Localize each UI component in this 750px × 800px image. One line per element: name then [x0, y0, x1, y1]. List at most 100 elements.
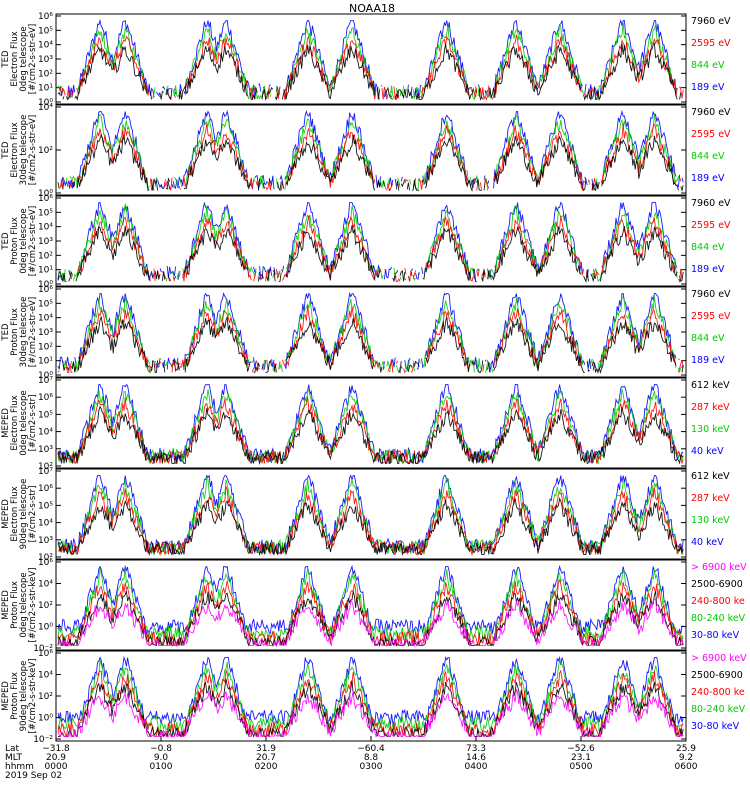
y-tick-label: 10⁴ [38, 103, 53, 113]
y-axis-label: MEPED Proton Flux 90deg telescope [#/cm2-s-… [1, 659, 38, 734]
legend-entry: 40 keV [691, 537, 724, 548]
y-axis-label-line: 0deg telescope [19, 26, 29, 91]
y-tick-label: 10² [38, 342, 53, 352]
legend-entry: 2500-6900 [691, 579, 743, 590]
x-tick-label: −60.4 [357, 744, 385, 754]
legend-entry: 240-800 ke [691, 596, 745, 607]
legend-entry: 30-80 keV [691, 630, 740, 641]
y-tick-label: 10⁵ [38, 410, 53, 420]
series-trace [57, 598, 684, 648]
legend-entry: 7960 eV [691, 16, 731, 27]
legend-entry: 189 eV [691, 82, 725, 93]
y-tick-label: 10² [38, 251, 53, 261]
series-trace [57, 225, 684, 283]
y-axis-label-line: TED [1, 323, 11, 342]
y-tick-label: 10¹ [38, 266, 53, 276]
y-axis-label-line: TED [1, 50, 11, 69]
y-tick-label: 10¹ [38, 84, 53, 94]
legend-entry: 130 keV [691, 424, 730, 435]
y-tick-label: 10⁰ [38, 280, 53, 290]
y-tick-label: 10⁴ [38, 41, 53, 51]
legend-entry: 844 eV [691, 60, 725, 71]
x-tick-label: 0500 [570, 762, 593, 772]
y-axis-label-line: Proton Flux [10, 581, 20, 629]
y-tick-label: 10³ [38, 536, 53, 546]
y-tick-label: 10⁶ [38, 649, 53, 659]
y-axis-label-line: [#/cm2-s-str-keV] [28, 659, 38, 734]
legend-entry: 80-240 keV [691, 704, 746, 715]
y-tick-label: 10² [38, 692, 53, 702]
legend-entry: 844 eV [691, 151, 725, 162]
legend-entry: 189 eV [691, 355, 725, 366]
x-row-label: Lat [5, 744, 20, 754]
panel-frame [55, 377, 687, 469]
chart-title: NOAA18 [349, 2, 395, 15]
y-tick-label: 10⁰ [38, 98, 53, 108]
legend-entry: 2500-6900 [691, 670, 743, 681]
y-axis-label-line: MEPED [1, 681, 11, 711]
legend-entry: 30-80 keV [691, 721, 740, 732]
x-tick-label: 0300 [360, 762, 383, 772]
x-tick-label: 14.6 [466, 753, 486, 763]
y-tick-label: 10⁶ [38, 285, 53, 295]
legend-entry: 2595 eV [691, 129, 731, 140]
y-tick-label: 10² [38, 462, 53, 472]
y-axis-label-line: [#/cm2-s-str] [28, 486, 38, 543]
y-tick-label: 10⁵ [38, 299, 53, 309]
series-trace [70, 215, 683, 284]
series-trace [57, 590, 684, 648]
y-tick-label: 10⁴ [38, 428, 53, 438]
legend-entry: 287 keV [691, 402, 730, 413]
series-trace [62, 315, 684, 375]
series-trace [66, 113, 683, 190]
y-tick-label: 10⁶ [38, 484, 53, 494]
legend-entry: 2595 eV [691, 38, 731, 49]
series-trace [58, 678, 684, 739]
x-tick-label: 0200 [255, 762, 278, 772]
x-tick-label: −31.8 [42, 744, 70, 754]
legend-entry: > 6900 keV [691, 653, 747, 664]
y-axis-label-line: [#/cm2-s-str-eV] [28, 115, 38, 185]
y-tick-label: 10³ [38, 55, 53, 65]
y-axis-label: MEPED Electron Flux 0deg telescope [#/cm2-s… [1, 390, 38, 455]
y-tick-label: 10⁻² [33, 735, 53, 745]
y-tick-label: 10⁰ [38, 623, 53, 633]
y-axis-label-line: 0deg telescope [19, 208, 29, 273]
y-tick-label: 10⁻² [33, 644, 53, 654]
y-tick-label: 10⁰ [38, 189, 53, 199]
y-tick-label: 10⁶ [38, 12, 53, 22]
x-row-label: 2019 Sep 02 [5, 771, 62, 781]
y-axis-label-line: Proton Flux [10, 217, 20, 265]
y-tick-label: 10⁴ [38, 519, 53, 529]
y-axis-label: TED Proton Flux 0deg telescope [#/cm2-s-str… [1, 206, 38, 276]
y-axis-label-line: 30deg telescope [19, 115, 29, 186]
y-axis-label: MEPED Electron Flux 90deg telescope [#/cm2-… [1, 479, 38, 550]
series-trace [57, 405, 684, 466]
y-tick-label: 10¹ [38, 357, 53, 367]
y-axis-label-line: 90deg telescope [19, 479, 29, 550]
y-axis-label-line: MEPED [1, 408, 11, 438]
x-tick-label: 20.9 [46, 753, 66, 763]
x-tick-label: 23.1 [571, 753, 591, 763]
y-axis-label-line: Electron Flux [10, 122, 20, 177]
x-tick-label: 20.7 [256, 753, 276, 763]
x-row-label: hhmm [5, 762, 34, 772]
y-axis-label-line: TED [1, 141, 11, 160]
legend-entry: 2595 eV [691, 220, 731, 231]
legend-entry: 189 eV [691, 173, 725, 184]
y-tick-label: 10⁶ [38, 393, 53, 403]
y-axis-label-line: 0deg telescope [19, 572, 29, 637]
legend-entry: 2595 eV [691, 311, 731, 322]
series-trace [57, 497, 684, 557]
y-axis-label-line: MEPED [1, 499, 11, 529]
y-tick-label: 10⁶ [38, 558, 53, 568]
y-tick-label: 10⁷ [38, 376, 53, 386]
y-axis-label-line: Proton Flux [10, 308, 20, 356]
